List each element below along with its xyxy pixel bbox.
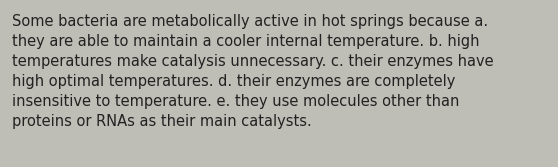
Text: Some bacteria are metabolically active in hot springs because a.
they are able t: Some bacteria are metabolically active i… <box>12 14 494 129</box>
